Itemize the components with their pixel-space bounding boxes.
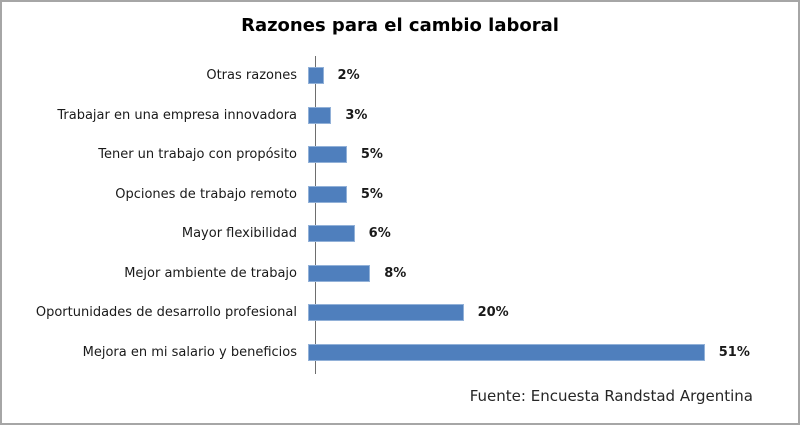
chart-title: Razones para el cambio laboral bbox=[241, 15, 559, 36]
category-label: Mejor ambiente de trabajo bbox=[124, 265, 297, 281]
bar-area: 20% bbox=[306, 293, 798, 333]
category-label: Mayor flexibilidad bbox=[181, 226, 297, 242]
category-label: Mejora en mi salario y beneficios bbox=[82, 344, 297, 360]
category-label: Tener un trabajo con propósito bbox=[98, 147, 297, 163]
bar bbox=[308, 185, 347, 203]
bar-area: 5% bbox=[306, 175, 798, 215]
bar-row: Mayor flexibilidad 6% bbox=[2, 214, 798, 254]
value-label: 3% bbox=[345, 107, 368, 123]
value-label: 5% bbox=[360, 186, 383, 202]
bar-row: Oportunidades de desarrollo profesional 2… bbox=[2, 293, 798, 333]
bar-area: 3% bbox=[306, 96, 798, 136]
bar-row: Mejor ambiente de trabajo 8% bbox=[2, 254, 798, 294]
bar-area: 8% bbox=[306, 254, 798, 294]
value-label: 8% bbox=[384, 265, 407, 281]
bar-area: 5% bbox=[306, 135, 798, 175]
bar-row: Mejora en mi salario y beneficios 51% bbox=[2, 333, 798, 373]
category-label: Otras razones bbox=[206, 68, 297, 84]
bar bbox=[308, 264, 371, 282]
bar-area: 51% bbox=[306, 333, 798, 373]
bar bbox=[308, 343, 705, 361]
bar-row: Opciones de trabajo remoto 5% bbox=[2, 175, 798, 215]
category-axis-line bbox=[315, 56, 316, 374]
bar bbox=[308, 304, 464, 322]
bar bbox=[308, 106, 332, 124]
source-note: Fuente: Encuesta Randstad Argentina bbox=[469, 387, 753, 405]
value-label: 20% bbox=[477, 305, 509, 321]
value-label: 2% bbox=[337, 68, 360, 84]
bar-rows-container: Otras razones 2% Trabajar en una empresa i… bbox=[2, 56, 798, 372]
bar-area: 2% bbox=[306, 56, 798, 96]
bar bbox=[308, 67, 324, 85]
bar-row: Trabajar en una empresa innovadora 3% bbox=[2, 96, 798, 136]
value-label: 5% bbox=[360, 147, 383, 163]
value-label: 51% bbox=[718, 344, 750, 360]
bar bbox=[308, 146, 347, 164]
category-label: Trabajar en una empresa innovadora bbox=[57, 107, 297, 123]
category-label: Opciones de trabajo remoto bbox=[115, 186, 297, 202]
value-label: 6% bbox=[368, 226, 391, 242]
bar bbox=[308, 225, 355, 243]
category-label: Oportunidades de desarrollo profesional bbox=[35, 305, 297, 321]
bar-area: 6% bbox=[306, 214, 798, 254]
bar-row: Tener un trabajo con propósito 5% bbox=[2, 135, 798, 175]
bar-row: Otras razones 2% bbox=[2, 56, 798, 96]
